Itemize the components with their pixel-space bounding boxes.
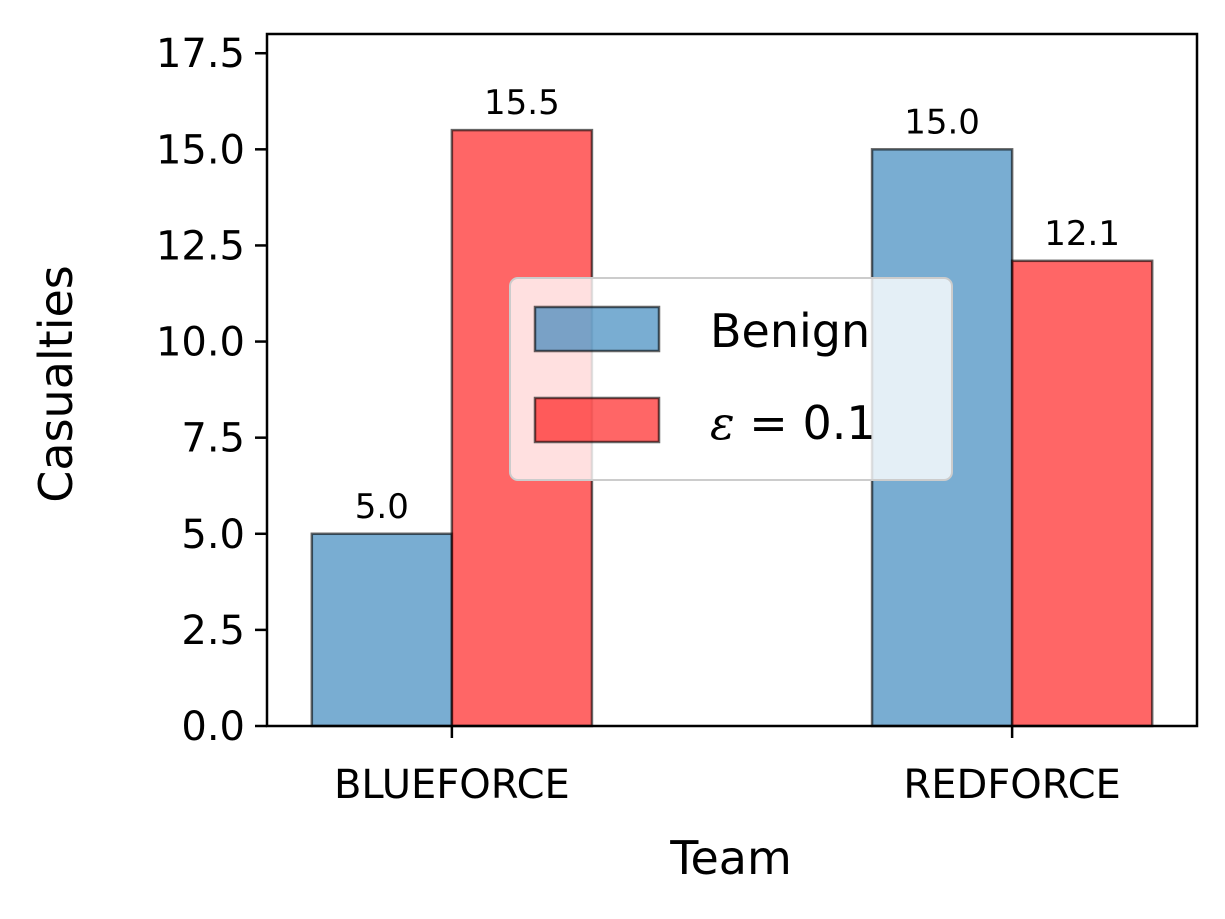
legend: Benign ε = 0.1 [509, 277, 953, 481]
legend-swatch-benign [533, 305, 661, 353]
legend-label-benign: Benign [710, 304, 870, 358]
data-label-epsilon-blueforce: 15.5 [484, 83, 560, 123]
y-tick-label: 12.5 [156, 223, 245, 269]
y-tick-label: 0.0 [181, 704, 245, 750]
data-label-benign-redforce: 15.0 [904, 102, 980, 142]
legend-epsilon-symbol: ε [710, 396, 735, 450]
legend-epsilon-value: = 0.1 [735, 396, 876, 450]
y-tick-label: 7.5 [181, 416, 245, 462]
y-tick-label: 2.5 [181, 608, 245, 654]
x-tick-label-redforce: REDFORCE [903, 762, 1120, 808]
plot-frame [265, 32, 1199, 728]
legend-swatch-epsilon [533, 396, 661, 444]
data-label-benign-blueforce: 5.0 [355, 487, 409, 527]
legend-label-epsilon: ε = 0.1 [710, 396, 876, 450]
data-labels-group: 5.0 15.0 15.5 12.1 [355, 83, 1120, 527]
y-tick-label: 5.0 [181, 512, 245, 558]
y-axis-title: Casualties [29, 265, 83, 502]
bars-group [310, 128, 1154, 728]
y-axis-ticks: 0.0 2.5 5.0 7.5 10.0 12.5 15.0 17.5 [156, 31, 267, 750]
bar-benign-blueforce [310, 532, 454, 728]
x-axis-title: Team [669, 831, 792, 885]
data-label-epsilon-redforce: 12.1 [1044, 214, 1120, 254]
bar-epsilon-redforce [1010, 259, 1154, 728]
y-tick-label: 15.0 [156, 127, 245, 173]
y-tick-label: 17.5 [156, 31, 245, 77]
x-axis-ticks: BLUEFORCE REDFORCE [334, 726, 1121, 808]
x-tick-label-blueforce: BLUEFORCE [334, 762, 570, 808]
y-tick-label: 10.0 [156, 320, 245, 366]
